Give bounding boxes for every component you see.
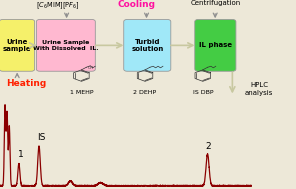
Text: 2: 2: [205, 142, 211, 151]
Text: IL phase: IL phase: [199, 42, 232, 48]
Text: Centrifugation: Centrifugation: [191, 0, 241, 6]
FancyBboxPatch shape: [36, 19, 95, 71]
Text: Cooling: Cooling: [117, 0, 155, 9]
Text: HPLC
analysis: HPLC analysis: [245, 82, 273, 96]
Text: Urine
sample: Urine sample: [3, 39, 31, 52]
Text: IS DBP: IS DBP: [192, 90, 213, 95]
Text: OH: OH: [88, 66, 94, 70]
FancyBboxPatch shape: [0, 19, 35, 71]
Text: 2 DEHP: 2 DEHP: [133, 90, 157, 95]
Text: [$C_6$MIM][P$F_6$]: [$C_6$MIM][P$F_6$]: [36, 0, 80, 11]
Text: Heating: Heating: [7, 79, 47, 88]
Text: Urine Sample
With Dissolved  IL.: Urine Sample With Dissolved IL.: [33, 40, 99, 51]
Text: Turbid
solution: Turbid solution: [131, 39, 163, 52]
Text: 1: 1: [18, 150, 23, 159]
Text: 1 MEHP: 1 MEHP: [70, 90, 93, 95]
FancyBboxPatch shape: [195, 19, 236, 71]
Text: IS: IS: [37, 133, 46, 142]
FancyBboxPatch shape: [124, 19, 171, 71]
